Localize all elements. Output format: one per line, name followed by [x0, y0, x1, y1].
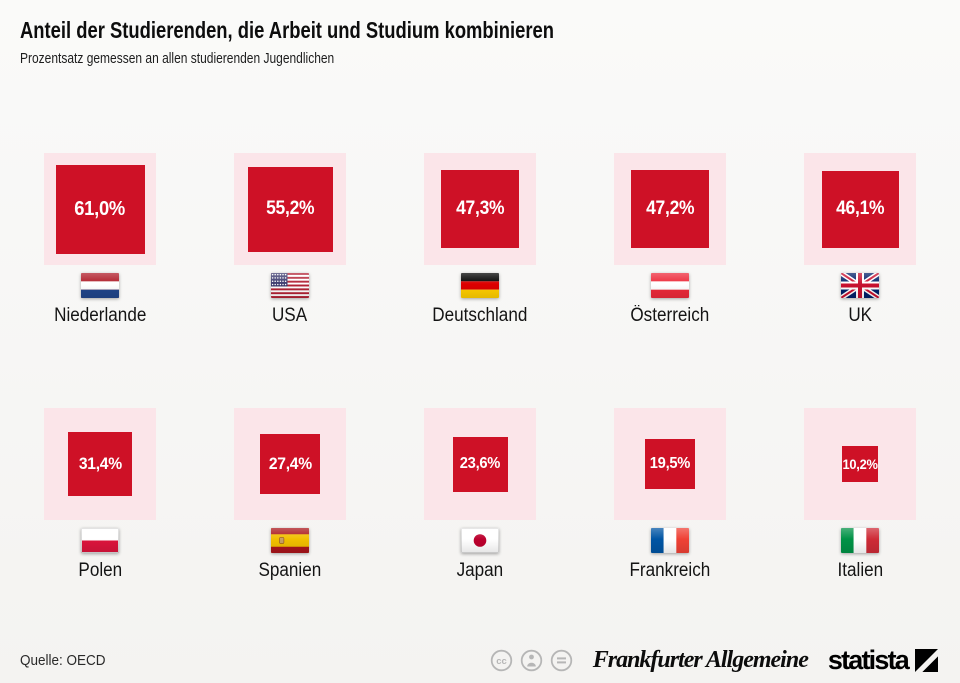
statista-logo-text: statista [827, 644, 910, 675]
country-name: UK [848, 305, 872, 326]
value-tile: 31,4% [44, 408, 156, 520]
flag-netherlands-icon [81, 273, 119, 298]
value-label: 31,4% [78, 454, 122, 473]
value-square: 19,5% [645, 439, 695, 489]
flag-italy-icon [841, 528, 879, 553]
country-cell: 46,1% UK [765, 153, 955, 327]
country-cell: 47,2% Österreich [575, 153, 765, 327]
value-label: 47,3% [455, 198, 505, 219]
chart-row-top: 61,0% Niederlande 55,2% USA 47,3% Deutsc… [5, 153, 955, 327]
value-square: 31,4% [68, 432, 132, 496]
country-name: USA [272, 305, 308, 326]
page-title: Anteil der Studierenden, die Arbeit und … [20, 17, 554, 43]
country-cell: 31,4% Polen [5, 408, 195, 582]
value-tile: 19,5% [614, 408, 726, 520]
value-label: 19,5% [649, 455, 691, 472]
flag-uk-icon [841, 273, 879, 298]
equal-icon [550, 649, 572, 671]
flag-usa-icon [271, 273, 309, 298]
flag-spain-icon [271, 528, 309, 553]
source-label: Quelle: OECD [20, 651, 106, 669]
cc-icon: cc [490, 649, 512, 671]
country-name: Polen [78, 560, 122, 581]
statista-logo: statista [827, 644, 938, 675]
value-label: 61,0% [74, 197, 126, 220]
value-tile: 23,6% [424, 408, 536, 520]
value-label: 23,6% [459, 455, 501, 472]
value-square: 46,1% [821, 170, 899, 248]
value-tile: 47,3% [424, 153, 536, 265]
country-cell: 27,4% Spanien [195, 408, 385, 582]
value-label: 10,2% [842, 456, 878, 472]
flag-germany-icon [461, 273, 499, 298]
value-label: 47,2% [645, 198, 695, 219]
value-tile: 46,1% [804, 153, 916, 265]
country-name: Frankreich [629, 560, 711, 581]
statista-mark-icon [915, 648, 938, 672]
country-cell: 23,6% Japan [385, 408, 575, 582]
flag-japan-icon [461, 528, 499, 553]
value-tile: 47,2% [614, 153, 726, 265]
value-tile: 61,0% [44, 153, 156, 265]
value-square: 61,0% [55, 164, 145, 254]
country-name: Spanien [258, 560, 322, 581]
value-label: 27,4% [268, 454, 312, 473]
country-cell: 55,2% USA [195, 153, 385, 327]
country-name: Deutschland [432, 305, 528, 326]
flag-poland-icon [81, 528, 119, 553]
country-name: Österreich [630, 305, 710, 326]
value-square: 47,2% [631, 170, 709, 248]
value-tile: 27,4% [234, 408, 346, 520]
frankfurter-allgemeine-logo: Frankfurter Allgemeine [592, 646, 809, 673]
country-cell: 19,5% Frankreich [575, 408, 765, 582]
value-label: 46,1% [835, 198, 885, 219]
attribution-person-icon [520, 649, 542, 671]
chart-row-bottom: 31,4% Polen 27,4% Spanien 23,6% Japan 19… [5, 408, 955, 582]
cc-license-link[interactable]: cc [490, 649, 573, 672]
value-square: 27,4% [260, 434, 320, 494]
value-square: 47,3% [441, 170, 519, 248]
country-name: Italien [837, 560, 883, 581]
footer: Quelle: OECD cc Frankfurter Allgem [20, 643, 938, 677]
value-square: 55,2% [247, 166, 333, 252]
flag-france-icon [651, 528, 689, 553]
svg-text:cc: cc [496, 656, 507, 667]
footer-brands: cc Frankfurter Allgemeine statista [490, 644, 938, 675]
value-square: 23,6% [452, 436, 508, 492]
value-label: 55,2% [265, 198, 315, 219]
header: Anteil der Studierenden, die Arbeit und … [0, 0, 960, 67]
country-name: Japan [456, 560, 504, 581]
country-cell: 61,0% Niederlande [5, 153, 195, 327]
country-cell: 10,2% Italien [765, 408, 955, 582]
country-name: Niederlande [53, 305, 147, 326]
value-square: 10,2% [842, 446, 878, 482]
flag-austria-icon [651, 273, 689, 298]
page-subtitle: Prozentsatz gemessen an allen studierend… [20, 50, 335, 68]
value-tile: 10,2% [804, 408, 916, 520]
country-cell: 47,3% Deutschland [385, 153, 575, 327]
value-tile: 55,2% [234, 153, 346, 265]
